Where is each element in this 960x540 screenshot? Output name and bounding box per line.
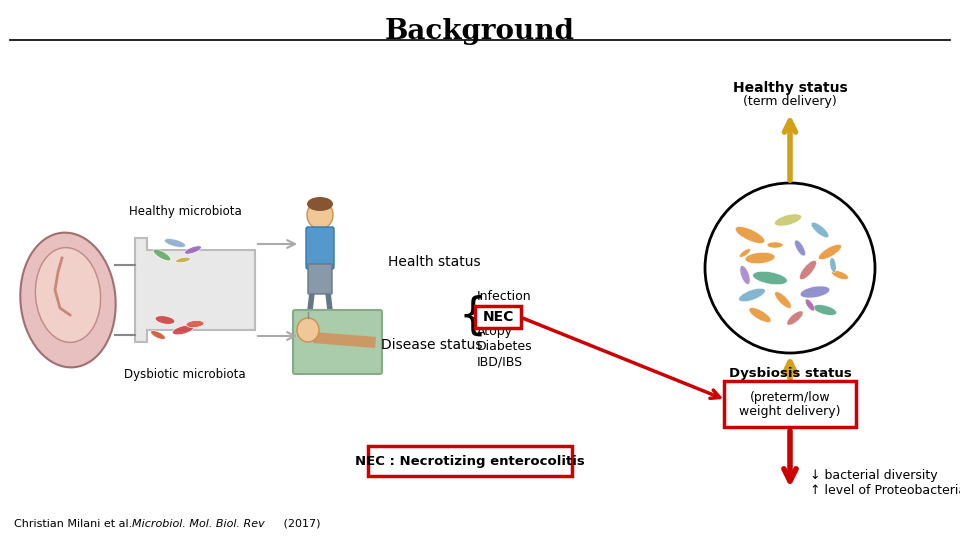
Text: Atopy: Atopy	[477, 326, 513, 339]
Ellipse shape	[307, 197, 333, 211]
Ellipse shape	[735, 227, 765, 244]
Ellipse shape	[749, 308, 771, 322]
Text: ↑ level of Proteobacteria: ↑ level of Proteobacteria	[810, 483, 960, 496]
Ellipse shape	[740, 266, 750, 285]
Text: (2017): (2017)	[280, 519, 321, 529]
Ellipse shape	[811, 222, 828, 238]
FancyBboxPatch shape	[475, 306, 521, 328]
Ellipse shape	[186, 320, 204, 328]
Text: Health status: Health status	[388, 255, 481, 269]
Ellipse shape	[801, 286, 829, 298]
Ellipse shape	[831, 271, 849, 280]
Text: Disease status: Disease status	[381, 338, 483, 352]
FancyBboxPatch shape	[293, 310, 382, 374]
Ellipse shape	[156, 316, 175, 325]
FancyBboxPatch shape	[308, 264, 332, 294]
Ellipse shape	[154, 249, 171, 261]
Ellipse shape	[829, 258, 836, 272]
FancyBboxPatch shape	[306, 227, 334, 269]
Ellipse shape	[739, 249, 751, 257]
Ellipse shape	[151, 330, 165, 339]
Ellipse shape	[164, 239, 185, 247]
Text: Dysbiosis status: Dysbiosis status	[729, 368, 852, 381]
Text: IBD/IBS: IBD/IBS	[477, 355, 523, 368]
Text: ↓ bacterial diversity: ↓ bacterial diversity	[810, 469, 938, 482]
Ellipse shape	[775, 292, 791, 308]
FancyBboxPatch shape	[368, 446, 572, 476]
Ellipse shape	[800, 260, 816, 280]
Text: NEC: NEC	[482, 310, 514, 324]
Text: NEC : Necrotizing enterocolitis: NEC : Necrotizing enterocolitis	[355, 455, 585, 468]
Text: {: {	[458, 294, 487, 338]
Ellipse shape	[176, 257, 190, 263]
Text: weight delivery): weight delivery)	[739, 406, 841, 419]
Ellipse shape	[307, 201, 333, 229]
Text: Infection: Infection	[477, 291, 532, 303]
Text: Christian Milani et al.: Christian Milani et al.	[14, 519, 135, 529]
Ellipse shape	[20, 233, 116, 367]
Text: (preterm/low: (preterm/low	[750, 390, 830, 403]
Ellipse shape	[795, 240, 805, 256]
Ellipse shape	[753, 272, 787, 285]
Ellipse shape	[787, 311, 804, 325]
Text: Healthy microbiota: Healthy microbiota	[129, 205, 241, 218]
Text: Diabetes: Diabetes	[477, 341, 533, 354]
Circle shape	[705, 183, 875, 353]
FancyBboxPatch shape	[724, 381, 856, 427]
Text: Background: Background	[385, 18, 575, 45]
Ellipse shape	[739, 288, 765, 302]
Ellipse shape	[819, 245, 842, 260]
Ellipse shape	[173, 325, 194, 335]
Ellipse shape	[184, 246, 202, 254]
Text: Microbiol. Mol. Biol. Rev: Microbiol. Mol. Biol. Rev	[132, 519, 265, 529]
Polygon shape	[135, 238, 255, 342]
Ellipse shape	[775, 214, 802, 226]
Ellipse shape	[813, 305, 837, 315]
Ellipse shape	[745, 252, 775, 264]
Text: (term delivery): (term delivery)	[743, 96, 837, 109]
Text: Dysbiotic microbiota: Dysbiotic microbiota	[124, 368, 246, 381]
Ellipse shape	[767, 242, 783, 248]
Text: Healthy status: Healthy status	[732, 81, 848, 95]
Ellipse shape	[805, 299, 815, 311]
Ellipse shape	[297, 318, 319, 342]
Ellipse shape	[36, 248, 101, 342]
